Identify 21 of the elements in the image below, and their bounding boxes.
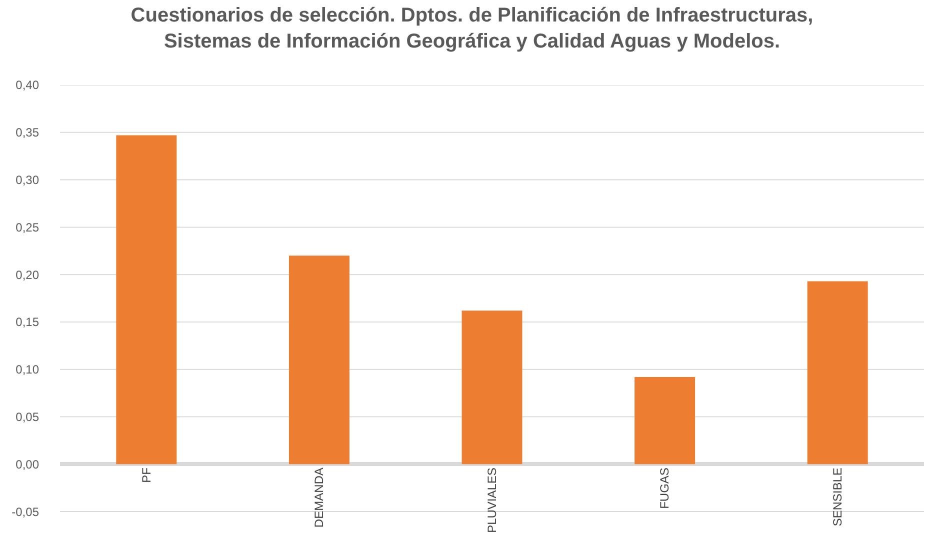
y-tick-label: 0,10 (16, 362, 40, 377)
chart-title: Cuestionarios de selección. Dptos. de Planificación de Infraestructuras, Sistemas de Información Geográfica y Calidad Aguas y Modelos. (130, 4, 814, 53)
y-tick-label: 0,25 (16, 220, 40, 234)
bar (634, 376, 696, 464)
x-tick-label: SENSIBLE (830, 468, 844, 526)
x-tick-label: PLUVIALES (484, 468, 499, 533)
bar (288, 256, 350, 464)
y-tick-label: 0,40 (16, 78, 40, 92)
bar (116, 135, 177, 464)
y-tick-label: 0,15 (16, 315, 40, 330)
y-tick-label: -0,05 (12, 504, 40, 519)
x-tick-label: DEMANDA (312, 468, 326, 528)
x-tick-label: PF (139, 468, 154, 483)
y-tick-label: 0,30 (16, 172, 40, 187)
y-tick-label: 0,35 (16, 126, 40, 140)
bar (462, 310, 522, 464)
bar (807, 281, 868, 464)
y-tick-label: 0,05 (16, 410, 40, 424)
x-tick-label: FUGAS (658, 468, 672, 509)
y-tick-label: 0,00 (16, 457, 40, 472)
y-tick-label: 0,20 (16, 268, 40, 282)
